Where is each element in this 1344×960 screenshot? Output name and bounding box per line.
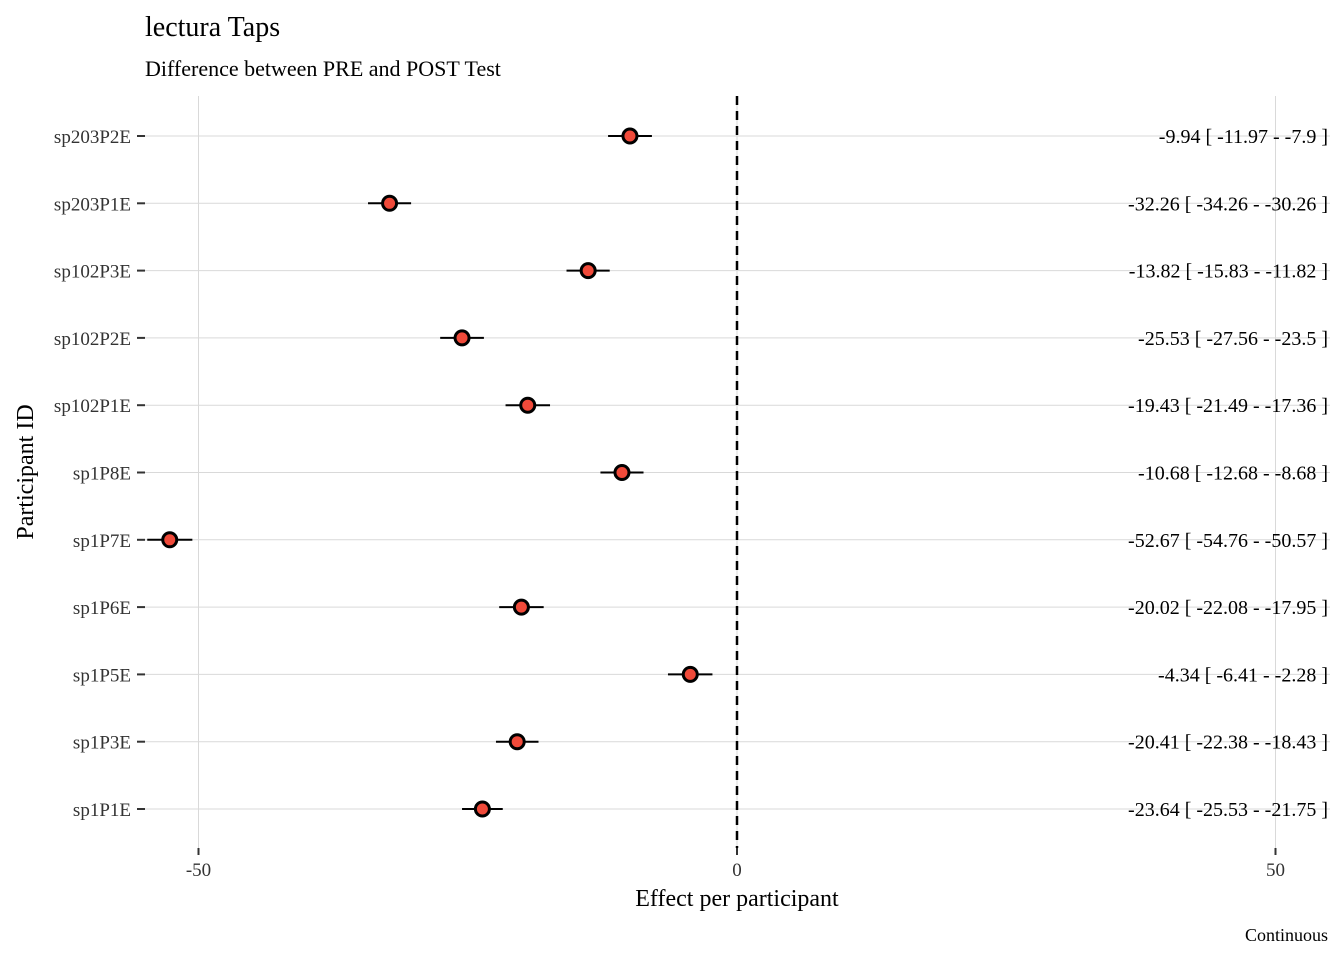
data-points bbox=[147, 127, 713, 818]
chart-title: lectura Taps bbox=[145, 12, 280, 43]
y-tick-label: sp1P5E bbox=[73, 665, 131, 686]
y-tick-label: sp102P1E bbox=[54, 396, 131, 417]
data-point bbox=[453, 329, 471, 347]
data-point bbox=[621, 127, 639, 145]
data-point bbox=[681, 665, 699, 683]
estimate-label: -23.64 [ -25.53 - -21.75 ] bbox=[1128, 799, 1328, 821]
estimate-label: -20.02 [ -22.08 - -17.95 ] bbox=[1128, 597, 1328, 619]
estimate-label: -25.53 [ -27.56 - -23.5 ] bbox=[1138, 328, 1328, 350]
y-tick-label: sp1P7E bbox=[73, 531, 131, 552]
estimate-label: -20.41 [ -22.38 - -18.43 ] bbox=[1128, 732, 1328, 754]
data-point bbox=[473, 800, 491, 818]
chart-caption: Continuous bbox=[1245, 925, 1328, 945]
x-tick-label: -50 bbox=[186, 860, 211, 881]
y-axis: sp203P2E sp203P1E sp102P3E sp102P2E sp102P1E… bbox=[54, 127, 145, 821]
y-tick-label: sp1P3E bbox=[73, 733, 131, 754]
estimate-label: -13.82 [ -15.83 - -11.82 ] bbox=[1129, 261, 1328, 283]
y-tick-label: sp1P8E bbox=[73, 464, 131, 485]
x-axis: -100-50050100 bbox=[186, 848, 1285, 881]
y-tick-label: sp1P6E bbox=[73, 598, 131, 619]
estimate-label: -9.94 [ -11.97 - -7.9 ] bbox=[1159, 126, 1328, 148]
estimate-label: -10.68 [ -12.68 - -8.68 ] bbox=[1138, 463, 1328, 485]
x-tick-label: 50 bbox=[1266, 860, 1285, 881]
estimate-label: -4.34 [ -6.41 - -2.28 ] bbox=[1158, 664, 1328, 686]
data-point bbox=[519, 396, 537, 414]
y-tick-label: sp1P1E bbox=[73, 800, 131, 821]
data-point bbox=[508, 733, 526, 751]
chart-subtitle: Difference between PRE and POST Test bbox=[145, 56, 501, 81]
data-point bbox=[579, 262, 597, 280]
estimate-label: -19.43 [ -21.49 - -17.36 ] bbox=[1128, 395, 1328, 417]
x-axis-title: Effect per participant bbox=[635, 886, 839, 912]
data-point bbox=[613, 464, 631, 481]
data-point bbox=[161, 531, 179, 549]
y-tick-label: sp102P3E bbox=[54, 262, 131, 283]
data-point bbox=[381, 194, 399, 212]
estimate-label: -32.26 [ -34.26 - -30.26 ] bbox=[1128, 193, 1328, 215]
y-tick-label: sp203P1E bbox=[54, 194, 131, 215]
y-tick-label: sp102P2E bbox=[54, 329, 131, 350]
estimate-label: -52.67 [ -54.76 - -50.57 ] bbox=[1128, 530, 1328, 552]
x-tick-label: 0 bbox=[732, 860, 742, 881]
y-tick-label: sp203P2E bbox=[54, 127, 131, 148]
estimate-labels: -9.94 [ -11.97 - -7.9 ] -32.26 [ -34.26 -… bbox=[1128, 126, 1328, 821]
y-axis-title: Participant ID bbox=[13, 404, 39, 539]
data-point bbox=[512, 598, 530, 616]
